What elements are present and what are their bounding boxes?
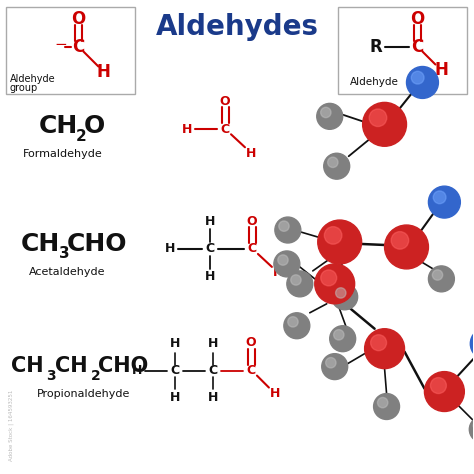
Text: O: O — [72, 9, 86, 27]
Circle shape — [336, 288, 346, 298]
FancyBboxPatch shape — [6, 7, 135, 94]
Circle shape — [371, 335, 387, 351]
Circle shape — [278, 255, 288, 265]
Circle shape — [365, 329, 404, 369]
Text: H: H — [170, 337, 181, 350]
Text: Aldehyde: Aldehyde — [9, 74, 55, 84]
Circle shape — [470, 328, 474, 360]
Circle shape — [407, 66, 438, 99]
Circle shape — [473, 420, 474, 431]
Circle shape — [391, 232, 409, 249]
Text: 3: 3 — [58, 246, 69, 262]
Circle shape — [428, 266, 455, 292]
Text: C: C — [246, 364, 255, 377]
Circle shape — [326, 357, 336, 368]
Text: O: O — [83, 114, 105, 138]
Text: O: O — [246, 215, 257, 228]
Text: CH: CH — [38, 114, 78, 138]
Text: C: C — [220, 123, 229, 136]
Text: 2: 2 — [75, 129, 86, 144]
Circle shape — [284, 313, 310, 339]
Text: O: O — [410, 9, 425, 27]
Circle shape — [320, 107, 331, 118]
Circle shape — [291, 275, 301, 285]
Text: 3: 3 — [46, 369, 56, 383]
Text: R: R — [369, 37, 382, 55]
Text: Acetaldehyde: Acetaldehyde — [29, 267, 106, 277]
Circle shape — [432, 270, 443, 280]
Circle shape — [363, 102, 407, 146]
Circle shape — [275, 217, 301, 243]
Circle shape — [315, 264, 355, 304]
Circle shape — [411, 71, 424, 84]
FancyBboxPatch shape — [337, 7, 467, 94]
Text: H: H — [205, 270, 215, 283]
Text: group: group — [9, 83, 38, 93]
Circle shape — [369, 109, 387, 127]
Circle shape — [288, 317, 298, 327]
Text: CH: CH — [21, 232, 60, 256]
Circle shape — [322, 354, 347, 380]
Text: Adobe Stock | 164593251: Adobe Stock | 164593251 — [9, 390, 14, 461]
Text: H: H — [182, 123, 192, 136]
Text: H: H — [270, 387, 280, 400]
Text: C: C — [209, 364, 218, 377]
Text: H: H — [435, 62, 448, 80]
Circle shape — [374, 393, 400, 419]
Circle shape — [433, 191, 446, 204]
Text: C: C — [206, 243, 215, 255]
Circle shape — [328, 157, 338, 167]
Text: CH: CH — [55, 356, 87, 375]
Text: 2: 2 — [91, 369, 100, 383]
Text: Propionaldehyde: Propionaldehyde — [37, 389, 130, 399]
Circle shape — [428, 186, 460, 218]
Circle shape — [279, 221, 289, 231]
Circle shape — [430, 378, 447, 393]
Circle shape — [317, 103, 343, 129]
Circle shape — [384, 225, 428, 269]
Circle shape — [377, 397, 388, 408]
Text: H: H — [246, 147, 256, 160]
Text: C: C — [171, 364, 180, 377]
Text: H: H — [273, 266, 283, 279]
Text: H: H — [96, 64, 110, 82]
Text: C: C — [411, 37, 424, 55]
Text: CH: CH — [11, 356, 43, 375]
Circle shape — [330, 326, 356, 352]
Text: H: H — [132, 364, 143, 377]
Text: H: H — [208, 337, 218, 350]
Text: C: C — [247, 243, 256, 255]
Text: O: O — [246, 336, 256, 349]
Text: H: H — [208, 391, 218, 404]
Text: −: − — [54, 37, 67, 52]
Circle shape — [332, 284, 358, 310]
Text: CHO: CHO — [99, 356, 149, 375]
Text: Formaldehyde: Formaldehyde — [23, 149, 102, 159]
Text: C: C — [73, 37, 84, 55]
Circle shape — [287, 271, 313, 297]
Circle shape — [469, 417, 474, 442]
Text: H: H — [165, 243, 175, 255]
Circle shape — [324, 227, 342, 244]
Text: CHO: CHO — [66, 232, 127, 256]
Circle shape — [318, 220, 362, 264]
Circle shape — [324, 153, 350, 179]
Circle shape — [424, 372, 465, 411]
Text: H: H — [205, 215, 215, 228]
Text: H: H — [170, 391, 181, 404]
Circle shape — [334, 329, 344, 340]
Text: Aldehydes: Aldehydes — [155, 13, 319, 41]
Circle shape — [274, 251, 300, 277]
Text: O: O — [220, 95, 230, 108]
Text: Aldehyde: Aldehyde — [350, 77, 399, 88]
Circle shape — [321, 270, 337, 286]
